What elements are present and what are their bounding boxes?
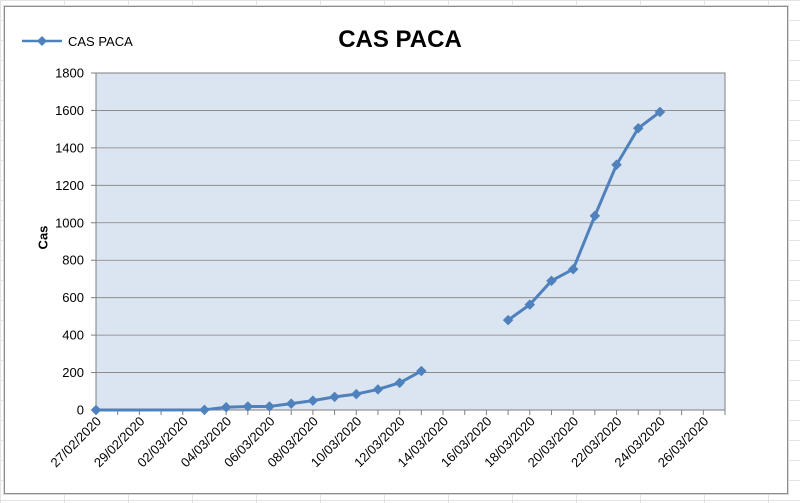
y-tick-label: 1400: [55, 140, 84, 155]
y-tick-label: 1200: [55, 178, 84, 193]
data-point-marker: [654, 106, 666, 118]
data-point-marker: [502, 314, 514, 326]
y-tick-label: 800: [62, 253, 84, 268]
chart-title: CAS PACA: [338, 26, 462, 53]
data-point-marker: [524, 299, 536, 310]
data-point-marker: [589, 210, 601, 222]
data-point-marker: [350, 388, 362, 400]
data-point-marker: [329, 391, 340, 403]
y-tick-label: 600: [62, 290, 84, 305]
data-point-marker: [307, 395, 319, 406]
legend-label: CAS PACA: [68, 33, 133, 49]
data-point-marker: [220, 401, 232, 413]
y-tick-label: 400: [62, 328, 84, 343]
legend: CAS PACA: [20, 32, 133, 50]
data-point-marker: [415, 365, 427, 377]
data-point-marker: [242, 401, 254, 412]
y-tick-label: 1600: [55, 103, 84, 118]
data-point-marker: [285, 398, 297, 409]
data-point-marker: [372, 384, 384, 395]
series-line: [507, 110, 661, 322]
data-point-marker: [90, 404, 102, 416]
y-tick-label: 200: [62, 365, 84, 380]
y-tick-label: 0: [77, 403, 84, 418]
y-tick-label: 1800: [55, 66, 84, 81]
data-point-marker: [611, 159, 622, 171]
data-point-marker: [394, 377, 406, 389]
data-point-marker: [264, 401, 275, 412]
data-point-marker: [546, 275, 557, 287]
y-tick-label: 1000: [55, 215, 84, 230]
legend-series-marker: [22, 36, 62, 46]
data-point-marker: [632, 122, 644, 134]
data-point-marker: [199, 404, 210, 416]
data-point-marker: [567, 263, 579, 275]
plot-area: [95, 72, 726, 411]
